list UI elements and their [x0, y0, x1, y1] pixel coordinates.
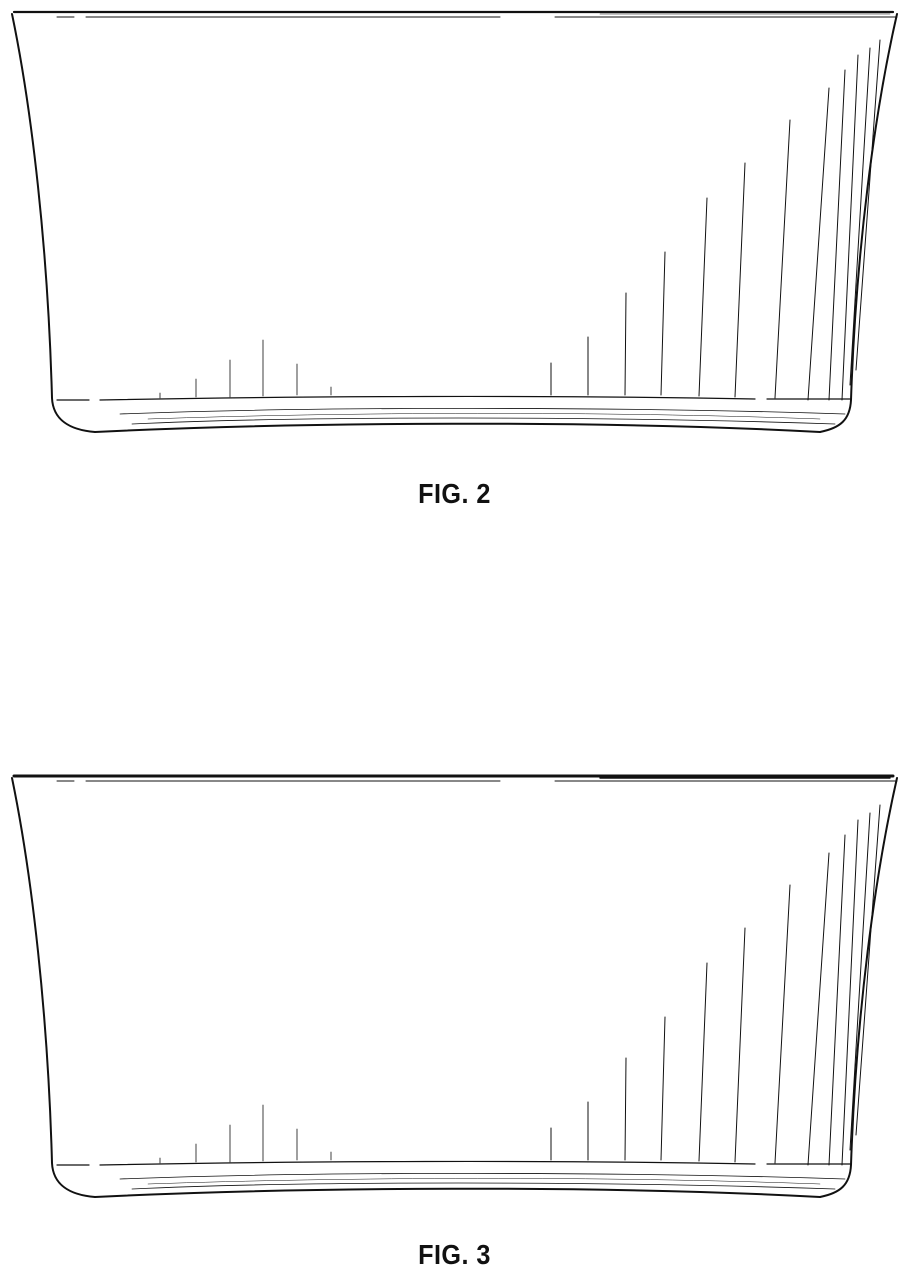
base-bottom-edge	[95, 1189, 820, 1197]
right-wall	[820, 778, 897, 1197]
base-band-line	[57, 396, 851, 400]
figure-3: FIG. 3	[0, 765, 909, 1282]
right-shading-lines	[551, 853, 829, 1165]
left-shading-ticks	[160, 340, 331, 398]
left-shading-ticks	[160, 1105, 331, 1163]
right-shading-lines	[551, 88, 829, 400]
left-wall	[12, 14, 95, 432]
planter-side-view-drawing	[0, 765, 909, 1235]
figure-caption: FIG. 2	[45, 478, 863, 510]
left-wall	[12, 778, 95, 1197]
figure-caption: FIG. 3	[45, 1239, 863, 1271]
planter-side-view-drawing	[0, 0, 909, 470]
base-bottom-edge	[95, 424, 820, 432]
figure-2: FIG. 2	[0, 0, 909, 520]
base-band-line	[57, 1161, 851, 1165]
right-wall	[820, 14, 897, 432]
